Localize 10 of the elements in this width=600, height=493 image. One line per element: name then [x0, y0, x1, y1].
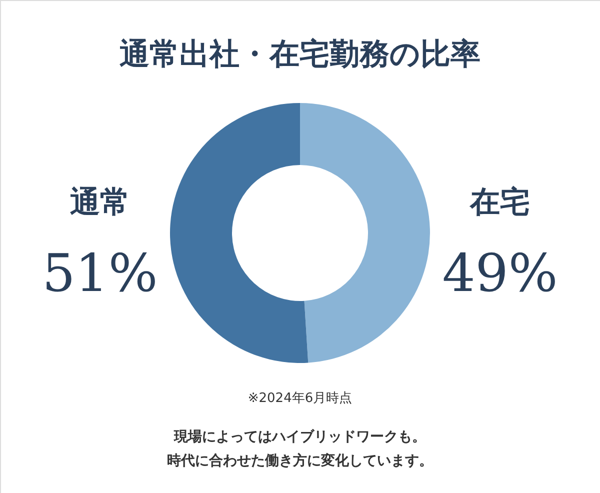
text: 時代に合わせた働き方に変化しています。	[167, 452, 433, 469]
data-label: 51%	[42, 244, 158, 304]
donut-slice	[170, 103, 308, 363]
slice-label: 通常	[70, 185, 130, 220]
slice-label: 在宅	[469, 185, 530, 220]
text: ※2024年6月時点	[248, 391, 352, 406]
text: 現場によってはハイブリッドワークも。	[173, 428, 426, 445]
data-label: 49%	[442, 244, 558, 304]
chart-title: 通常出社・在宅勤務の比率	[120, 37, 480, 72]
donut-slice	[300, 103, 430, 363]
